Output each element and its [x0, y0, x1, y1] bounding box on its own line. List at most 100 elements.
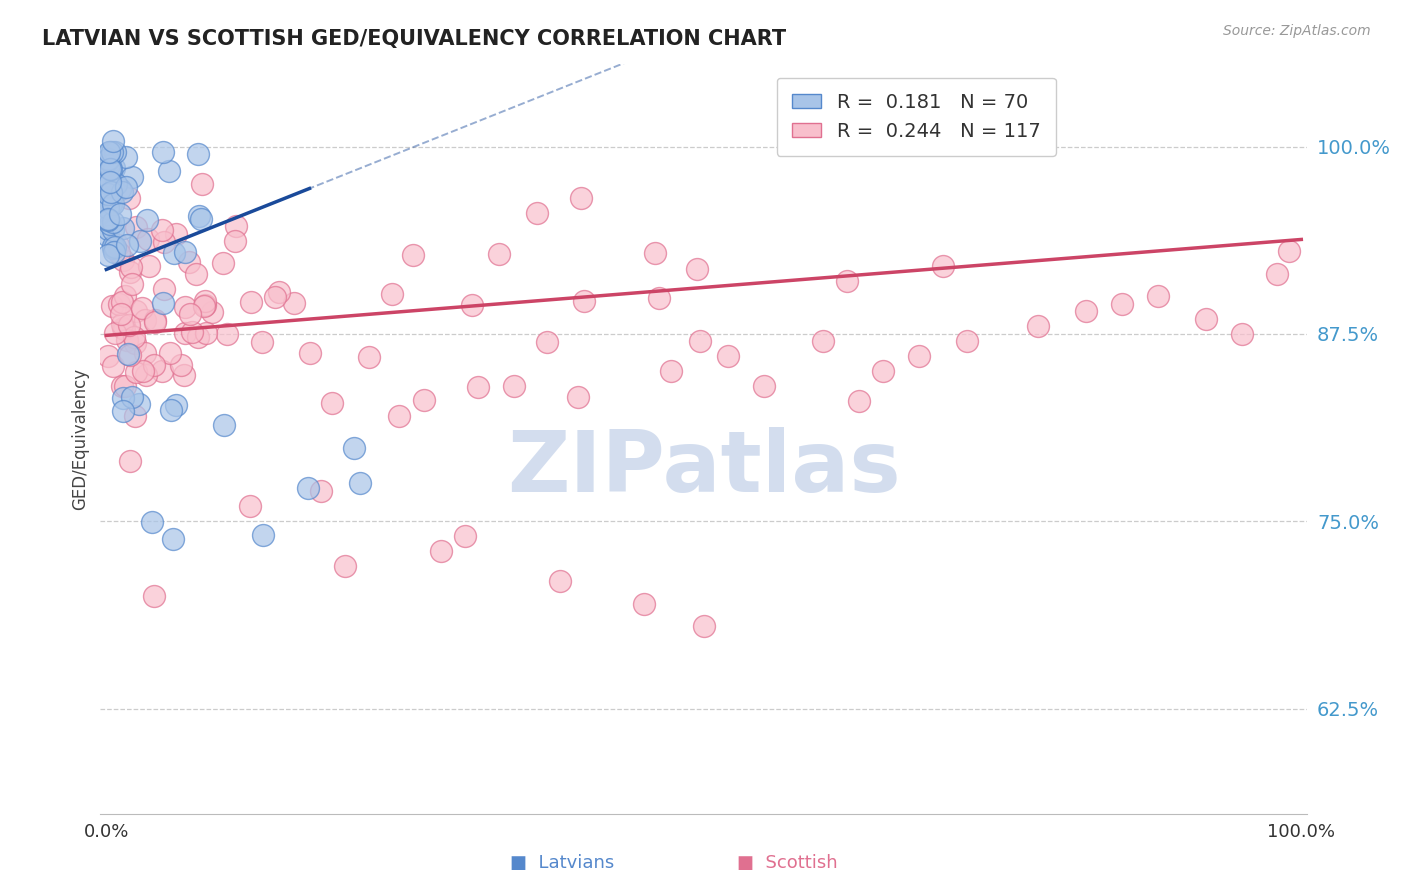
Point: [1278, 244, 1301, 259]
Point: [121, 169, 143, 184]
Point: [872, 364, 894, 378]
Point: [110, 207, 132, 221]
Point: [112, 403, 135, 417]
Point: [141, 516, 163, 530]
Point: [131, 301, 153, 315]
Point: [98, 217, 121, 231]
Point: [153, 235, 176, 250]
Point: [96, 212, 118, 227]
Point: [111, 253, 134, 268]
Point: [212, 256, 235, 270]
Point: [153, 282, 176, 296]
Point: [114, 180, 136, 194]
Point: [118, 318, 141, 332]
Point: [135, 368, 157, 382]
Point: [96, 153, 118, 167]
Point: [1111, 297, 1133, 311]
Point: [124, 335, 146, 350]
Point: [96, 174, 118, 188]
Point: [467, 380, 489, 394]
Point: [100, 153, 122, 168]
Point: [134, 313, 156, 327]
Point: [111, 392, 134, 406]
Point: [103, 197, 125, 211]
Point: [125, 365, 148, 379]
Point: [848, 394, 870, 409]
Point: [150, 363, 173, 377]
Point: [100, 185, 122, 199]
Point: [569, 191, 592, 205]
Point: [110, 307, 132, 321]
Point: [536, 334, 558, 349]
Point: [103, 161, 125, 175]
Point: [574, 294, 596, 309]
Point: [526, 206, 548, 220]
Point: [1076, 304, 1098, 318]
Point: [298, 346, 321, 360]
Point: [173, 326, 195, 340]
Point: [111, 185, 134, 199]
Point: [114, 289, 136, 303]
Point: [100, 190, 122, 204]
Point: [114, 379, 136, 393]
Point: [252, 528, 274, 542]
Point: [184, 267, 207, 281]
Point: [502, 379, 524, 393]
Point: [194, 326, 217, 341]
Point: [686, 262, 709, 277]
Point: [136, 232, 159, 246]
Point: [101, 134, 124, 148]
Point: [689, 334, 711, 348]
Point: [693, 619, 716, 633]
Point: [143, 589, 166, 603]
Point: [143, 312, 166, 326]
Point: [152, 145, 174, 160]
Point: [97, 211, 120, 226]
Point: [181, 325, 204, 339]
Point: [120, 454, 142, 468]
Y-axis label: GED/Equivalency: GED/Equivalency: [72, 368, 89, 510]
Point: [108, 246, 131, 260]
Text: ZIPatlas: ZIPatlas: [508, 427, 901, 510]
Point: [187, 146, 209, 161]
Point: [413, 393, 436, 408]
Point: [138, 260, 160, 274]
Point: [837, 274, 859, 288]
Point: [633, 597, 655, 611]
Point: [297, 481, 319, 495]
Point: [157, 164, 180, 178]
Point: [173, 244, 195, 259]
Point: [107, 238, 129, 252]
Point: [170, 358, 193, 372]
Point: [125, 219, 148, 234]
Text: ■  Scottish: ■ Scottish: [737, 855, 838, 872]
Point: [101, 215, 124, 229]
Point: [97, 186, 120, 201]
Point: [100, 196, 122, 211]
Point: [96, 177, 118, 191]
Point: [128, 235, 150, 249]
Point: [430, 544, 453, 558]
Legend: R =  0.181   N = 70, R =  0.244   N = 117: R = 0.181 N = 70, R = 0.244 N = 117: [776, 78, 1056, 156]
Point: [121, 277, 143, 291]
Text: LATVIAN VS SCOTTISH GED/EQUIVALENCY CORRELATION CHART: LATVIAN VS SCOTTISH GED/EQUIVALENCY CORR…: [42, 29, 786, 49]
Point: [193, 299, 215, 313]
Point: [120, 265, 142, 279]
Point: [215, 327, 238, 342]
Text: Source: ZipAtlas.com: Source: ZipAtlas.com: [1223, 24, 1371, 38]
Point: [644, 246, 666, 260]
Point: [111, 379, 134, 393]
Point: [120, 260, 142, 275]
Point: [96, 176, 118, 190]
Point: [104, 240, 127, 254]
Point: [118, 191, 141, 205]
Point: [143, 358, 166, 372]
Point: [283, 296, 305, 310]
Point: [97, 229, 120, 244]
Point: [177, 254, 200, 268]
Point: [159, 346, 181, 360]
Point: [110, 182, 132, 196]
Point: [311, 484, 333, 499]
Point: [349, 475, 371, 490]
Point: [1195, 312, 1218, 326]
